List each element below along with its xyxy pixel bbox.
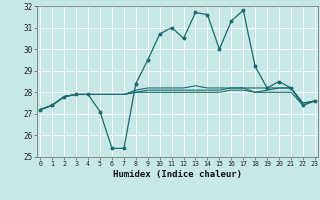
X-axis label: Humidex (Indice chaleur): Humidex (Indice chaleur) [113,170,242,179]
